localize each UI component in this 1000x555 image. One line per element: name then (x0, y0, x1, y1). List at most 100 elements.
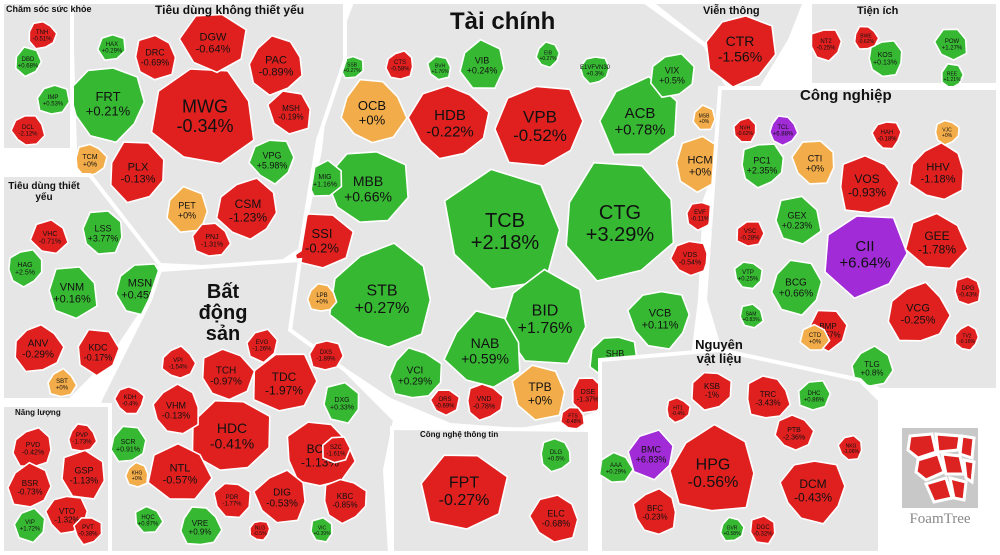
stock-cell-gee[interactable] (904, 212, 969, 270)
stock-cell-anv[interactable] (14, 323, 65, 373)
stock-cell-pc1[interactable] (741, 143, 785, 189)
stock-cell-pow[interactable] (933, 28, 968, 61)
stock-cell-dcm[interactable] (779, 460, 846, 525)
stock-cell-vre[interactable] (179, 506, 223, 546)
stock-cell-hdc[interactable] (191, 399, 271, 472)
stock-cell-ptb[interactable] (774, 414, 815, 451)
stock-cell-trc[interactable] (746, 375, 792, 419)
stock-cell-ctg[interactable] (565, 161, 675, 282)
stock-cell-dpg[interactable] (954, 275, 982, 306)
stock-cell-hhv[interactable] (908, 141, 965, 201)
stock-cell-hpg[interactable] (669, 423, 755, 512)
stock-cell-ksb[interactable] (691, 371, 733, 412)
stock-cell-tnh[interactable] (28, 20, 58, 50)
stock-cell-vnd[interactable] (466, 383, 504, 422)
stock-cell-nt2[interactable] (810, 29, 843, 62)
stock-cell-dgc[interactable] (749, 515, 776, 545)
stock-cell-tdc[interactable] (252, 353, 318, 412)
stock-cell-csm[interactable] (215, 177, 278, 241)
stock-cell-vip[interactable] (13, 507, 46, 544)
stock-cell-dxs[interactable] (308, 340, 345, 371)
stock-cell-vci[interactable] (388, 346, 443, 399)
stock-cell-vjc[interactable] (934, 119, 960, 147)
stock-cell-tch[interactable] (201, 348, 256, 401)
stock-cell-hah[interactable] (871, 121, 902, 150)
stock-cell-elc[interactable] (528, 494, 579, 543)
stock-cell-pnj[interactable] (191, 222, 232, 257)
stock-cell-tpb[interactable] (511, 364, 566, 421)
stock-cell-dxg[interactable] (323, 381, 360, 424)
stock-cell-dig[interactable] (252, 469, 306, 524)
stock-cell-vic[interactable] (310, 516, 333, 543)
stock-cell-dgw[interactable] (178, 13, 247, 74)
stock-cell-dbd[interactable] (14, 46, 43, 78)
stock-cell-dlg[interactable] (540, 437, 572, 473)
stock-cell-ntl[interactable] (147, 442, 213, 501)
stock-cell-lss[interactable] (82, 210, 123, 255)
stock-cell-pac[interactable] (248, 34, 303, 97)
stock-cell-evg[interactable] (246, 328, 279, 364)
stock-cell-bfc[interactable] (632, 487, 677, 536)
stock-cell-tv2[interactable] (954, 323, 980, 352)
stock-cell-hqc[interactable] (134, 505, 164, 534)
stock-cell-cii[interactable] (824, 215, 909, 300)
stock-cell-vsc[interactable] (736, 221, 765, 247)
stock-cell-sbt[interactable] (47, 367, 78, 398)
stock-cell-vpb[interactable] (494, 85, 584, 167)
stock-cell-khg[interactable] (124, 461, 149, 488)
stock-cell-vos[interactable] (839, 154, 901, 214)
stock-cell-bvh[interactable] (426, 55, 452, 81)
stock-cell-ree[interactable] (940, 62, 965, 90)
stock-cell-nab[interactable] (443, 310, 521, 389)
stock-cell-plx[interactable] (109, 141, 165, 204)
stock-cell-ht1[interactable] (666, 396, 692, 424)
stock-cell-fts[interactable] (559, 406, 586, 431)
stock-cell-vcg[interactable] (887, 281, 952, 342)
stock-cell-msh[interactable] (266, 90, 312, 135)
stock-cell-vix[interactable] (649, 52, 696, 99)
stock-cell-vcb[interactable] (626, 290, 691, 350)
stock-cell-e1vfvn30[interactable] (579, 56, 611, 85)
stock-cell-ors[interactable] (429, 389, 461, 417)
stock-cell-evf[interactable] (685, 201, 715, 232)
stock-cell-vib[interactable] (459, 38, 505, 90)
stock-cell-imp[interactable] (36, 84, 71, 115)
stock-cell-ocb[interactable] (340, 78, 408, 144)
stock-cell-nvh[interactable] (732, 116, 757, 143)
stock-cell-gsp[interactable] (61, 449, 106, 500)
stock-cell-bwe[interactable] (853, 25, 880, 50)
stock-cell-kos[interactable] (868, 39, 903, 78)
stock-cell-mwg[interactable] (150, 68, 255, 165)
stock-cell-hax[interactable] (96, 33, 127, 62)
stock-cell-vpg[interactable] (248, 139, 295, 186)
stock-cell-szc[interactable] (321, 436, 352, 464)
stock-cell-bcg[interactable] (770, 259, 823, 316)
stock-cell-hdb[interactable] (407, 84, 490, 160)
stock-cell-msb[interactable] (692, 104, 716, 131)
stock-cell-vtp[interactable] (733, 261, 764, 290)
stock-cell-scr[interactable] (110, 425, 147, 463)
stock-cell-fpt[interactable] (420, 454, 509, 530)
stock-cell-vnm[interactable] (48, 266, 98, 320)
stock-cell-dcl[interactable] (10, 115, 46, 146)
stock-cell-bmc[interactable] (627, 429, 674, 481)
stock-cell-nkg[interactable] (837, 434, 863, 461)
stock-cell-pvp[interactable] (67, 423, 98, 452)
stock-cell-cts[interactable] (385, 50, 414, 80)
stock-cell-kdc[interactable] (77, 328, 121, 377)
stock-cell-gex[interactable] (775, 195, 822, 245)
stock-cell-kbc[interactable] (323, 478, 368, 525)
stock-cell-pvt[interactable] (72, 517, 103, 546)
stock-cell-sam[interactable] (739, 303, 765, 329)
stock-cell-nlg[interactable] (249, 520, 271, 542)
stock-cell-lpb[interactable] (306, 282, 338, 312)
stock-cell-stb[interactable] (328, 242, 432, 349)
stock-cell-bsr[interactable] (7, 461, 52, 508)
stock-cell-vpi[interactable] (161, 345, 197, 379)
stock-cell-eib[interactable] (535, 40, 561, 69)
stock-cell-tcl[interactable] (768, 115, 799, 147)
stock-cell-frt[interactable] (68, 67, 146, 144)
stock-cell-hag[interactable] (7, 248, 43, 288)
stock-cell-pdr[interactable] (213, 482, 252, 519)
stock-cell-vhc[interactable] (29, 219, 70, 255)
